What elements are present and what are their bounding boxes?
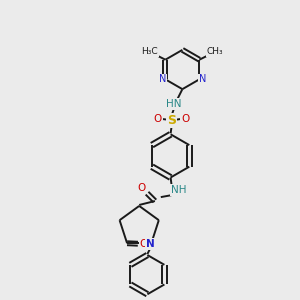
Text: CH₃: CH₃ bbox=[207, 47, 224, 56]
Text: O: O bbox=[154, 114, 162, 124]
Text: O: O bbox=[140, 239, 148, 249]
Text: HN: HN bbox=[166, 99, 181, 109]
Text: N: N bbox=[159, 74, 166, 84]
Text: NH: NH bbox=[171, 185, 186, 195]
Text: N: N bbox=[146, 239, 155, 249]
Text: N: N bbox=[199, 74, 206, 84]
Text: S: S bbox=[167, 114, 176, 127]
Text: H₃C: H₃C bbox=[141, 47, 158, 56]
Text: O: O bbox=[181, 114, 190, 124]
Text: O: O bbox=[137, 183, 145, 193]
